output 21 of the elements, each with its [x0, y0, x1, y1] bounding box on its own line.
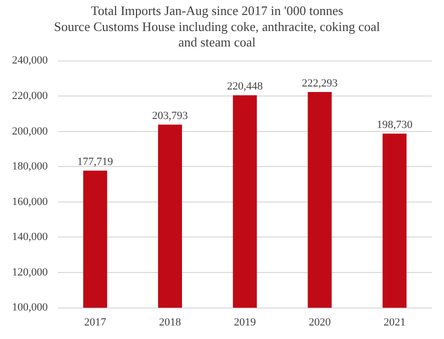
- text: Source Customs House including coke, anthracite, coking coal: [54, 18, 380, 34]
- x-tick-label: 2017: [84, 316, 107, 328]
- x-tick-label: 2020: [308, 316, 332, 328]
- x-tick-label: 2019: [234, 316, 256, 328]
- y-tick-label: 240,000: [12, 54, 48, 67]
- y-tick-label: 220,000: [12, 90, 48, 102]
- y-tick-label: 160,000: [12, 196, 48, 208]
- y-tick-label: 120,000: [12, 266, 48, 278]
- x-tick-label: 2021: [384, 316, 406, 328]
- text: and steam coal: [178, 34, 256, 50]
- data-label: 198,730: [376, 119, 413, 132]
- y-tick-label: 100,000: [12, 302, 48, 314]
- data-label: 203,793: [152, 110, 188, 122]
- data-label: 222,293: [302, 77, 338, 90]
- text: Total Imports Jan-Aug since 2017 in '000 tonnes: [90, 3, 344, 18]
- y-tick-label: 180,000: [12, 160, 48, 173]
- y-tick-label: 200,000: [12, 125, 48, 138]
- x-tick-label: 2018: [159, 316, 182, 328]
- data-label: 220,448: [227, 80, 264, 93]
- y-tick-label: 140,000: [12, 231, 48, 244]
- data-label: 177,719: [77, 156, 114, 168]
